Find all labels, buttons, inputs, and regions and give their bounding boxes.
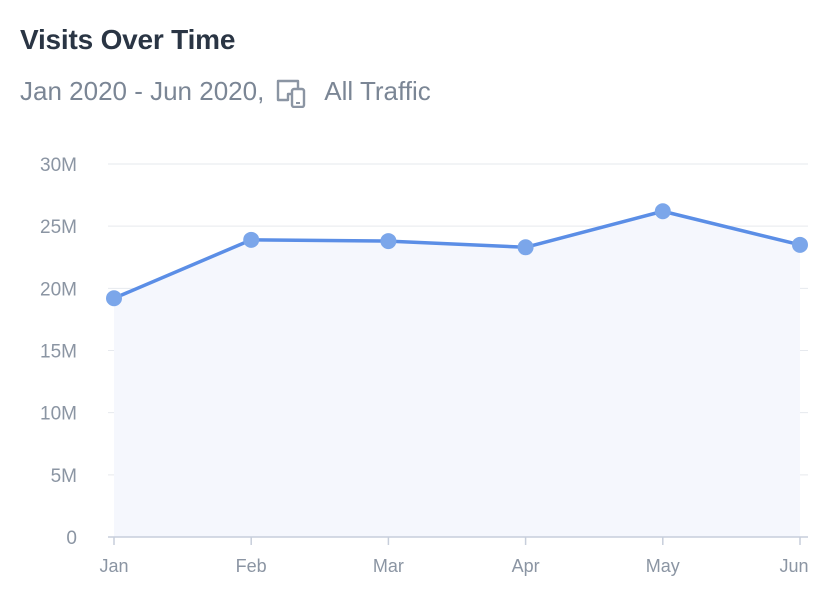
x-tick-label: Apr	[512, 556, 540, 576]
y-tick-label: 0	[66, 528, 77, 549]
series-line	[112, 209, 802, 301]
x-tick-label: May	[646, 556, 680, 576]
data-point[interactable]	[517, 239, 534, 256]
x-tick-label: Feb	[236, 556, 267, 576]
chart-title: Visits Over Time	[20, 24, 236, 55]
chart-subtitle: Jan 2020 - Jun 2020, All Traffic	[20, 76, 431, 108]
devices-icon	[276, 78, 312, 108]
date-range: Jan 2020 - Jun 2020,	[20, 76, 265, 106]
x-tick-label: Jan	[99, 556, 128, 576]
y-tick-label: 20M	[40, 279, 77, 300]
data-point[interactable]	[106, 290, 122, 307]
x-tick-labels: Jan Feb Mar Apr May Jun	[99, 556, 808, 576]
x-tick-label: Mar	[373, 556, 404, 576]
traffic-filter-label[interactable]: All Traffic	[324, 76, 431, 106]
y-tick-label: 25M	[40, 217, 77, 238]
y-tick-label: 15M	[40, 342, 77, 363]
data-point[interactable]	[243, 231, 260, 248]
data-point[interactable]	[792, 236, 808, 253]
x-axis	[108, 536, 808, 545]
data-point[interactable]	[654, 203, 671, 220]
y-tick-label: 30M	[40, 155, 77, 176]
x-tick-label: Jun	[779, 556, 808, 576]
y-tick-labels: 0 5M 10M 15M 20M 25M 30M	[40, 155, 77, 549]
y-tick-label: 5M	[51, 466, 77, 487]
area-under-line	[114, 211, 800, 537]
visits-series-line	[112, 209, 802, 301]
y-tick-label: 10M	[40, 404, 77, 425]
data-point[interactable]	[380, 233, 397, 250]
data-points	[106, 203, 808, 307]
area-fill	[114, 211, 800, 537]
